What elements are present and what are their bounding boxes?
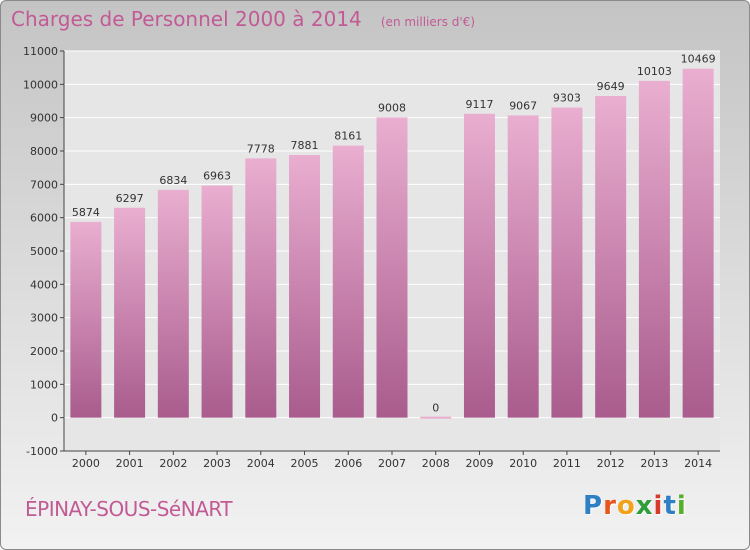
y-tick-label: 8000 xyxy=(30,145,58,158)
bar xyxy=(332,145,364,418)
bar xyxy=(114,207,146,418)
x-tick-label: 2004 xyxy=(247,457,275,470)
data-label: 7881 xyxy=(291,139,319,152)
y-tick-label: 1000 xyxy=(30,378,58,391)
data-label: 5874 xyxy=(72,206,100,219)
y-tick-label: 7000 xyxy=(30,178,58,191)
data-label: 9117 xyxy=(465,98,493,111)
y-tick-label: 11000 xyxy=(23,45,58,58)
commune-name: ÉPINAY-SOUS-SéNART xyxy=(25,497,233,521)
x-tick-label: 2009 xyxy=(465,457,493,470)
data-label: 6963 xyxy=(203,170,231,183)
logo-letter: o xyxy=(616,491,636,521)
bar xyxy=(201,185,233,418)
bar xyxy=(376,117,408,418)
y-tick-label: 0 xyxy=(51,412,58,425)
chart-title: Charges de Personnel 2000 à 2014 xyxy=(11,7,362,31)
x-tick-label: 2014 xyxy=(684,457,712,470)
y-tick-label: 9000 xyxy=(30,112,58,125)
data-label: 10103 xyxy=(637,65,672,78)
x-tick-label: 2005 xyxy=(291,457,319,470)
x-axis: 2000 2001 2002 2003 2004 2005 2006 2007 2008 2009… xyxy=(64,450,720,470)
y-tick-label: 2000 xyxy=(30,345,58,358)
data-label: 9008 xyxy=(378,101,406,114)
y-tick-label: 10000 xyxy=(23,78,58,91)
x-tick-label: 2011 xyxy=(553,457,581,470)
bar xyxy=(245,158,277,418)
x-tick-label: 2007 xyxy=(378,457,406,470)
logo-letter: t xyxy=(663,491,677,521)
y-axis: -1000 0 1000 2000 3000 4000 5000 6000 7000 8000 90… xyxy=(23,45,65,458)
data-labels: 5874 6297 6834 6963 7778 7881 8161 9008 0 9117 906… xyxy=(72,53,716,415)
x-tick-label: 2006 xyxy=(334,457,362,470)
bar xyxy=(463,113,495,418)
y-tick-label: -1000 xyxy=(26,445,58,458)
bar xyxy=(638,80,670,418)
bars xyxy=(70,68,714,419)
chart-title-block: Charges de Personnel 2000 à 2014 (en mil… xyxy=(11,7,475,31)
data-label: 6297 xyxy=(116,192,144,205)
logo-letter: x xyxy=(635,491,654,521)
bar xyxy=(420,416,452,419)
unit-note: (en milliers d'€) xyxy=(380,15,475,29)
data-label: 6834 xyxy=(159,174,187,187)
x-tick-label: 2003 xyxy=(203,457,231,470)
x-tick-label: 2013 xyxy=(640,457,668,470)
data-label: 9067 xyxy=(509,99,537,112)
data-label: 10469 xyxy=(681,53,716,66)
bar xyxy=(70,221,102,418)
logo-letter: i xyxy=(676,491,687,521)
x-tick-label: 2008 xyxy=(422,457,450,470)
data-label: 9303 xyxy=(553,92,581,105)
y-tick-label: 5000 xyxy=(30,245,58,258)
y-tick-label: 4000 xyxy=(30,278,58,291)
bar xyxy=(289,154,321,418)
logo-letter: r xyxy=(603,491,617,521)
x-tick-label: 2012 xyxy=(597,457,625,470)
x-tick-label: 2000 xyxy=(72,457,100,470)
bar xyxy=(507,115,539,418)
data-label: 7778 xyxy=(247,142,275,155)
bar xyxy=(157,189,189,418)
data-label: 8161 xyxy=(334,130,362,143)
data-label: 9649 xyxy=(597,80,625,93)
bar xyxy=(682,68,714,418)
data-label: 0 xyxy=(432,402,439,415)
proxiti-logo[interactable]: Proxiti xyxy=(583,491,687,521)
x-tick-label: 2010 xyxy=(509,457,537,470)
y-tick-label: 3000 xyxy=(30,312,58,325)
bar xyxy=(551,107,583,418)
logo-letter: P xyxy=(583,491,604,521)
logo-letter: i xyxy=(653,491,664,521)
bar xyxy=(595,96,627,418)
y-tick-label: 6000 xyxy=(30,212,58,225)
x-tick-label: 2002 xyxy=(159,457,187,470)
x-tick-label: 2001 xyxy=(116,457,144,470)
